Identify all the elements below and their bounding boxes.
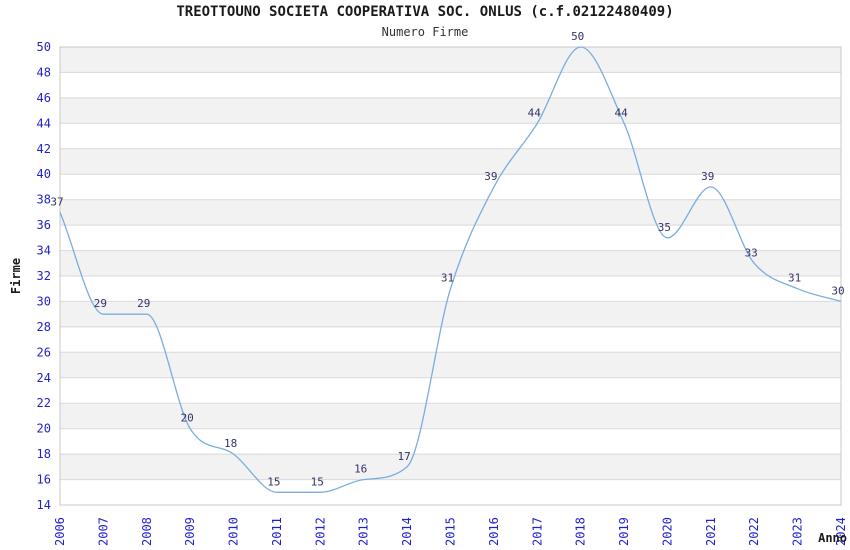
plot-band <box>60 301 841 327</box>
y-tick-label: 18 <box>37 447 51 461</box>
point-label: 44 <box>528 106 542 119</box>
x-tick-label: 2011 <box>270 517 284 546</box>
x-tick-label: 2016 <box>487 517 501 546</box>
x-tick-label: 2014 <box>400 517 414 546</box>
plot-band <box>60 377 841 404</box>
point-label: 29 <box>137 297 150 310</box>
y-tick-label: 40 <box>37 167 51 181</box>
point-label: 50 <box>571 30 584 43</box>
x-tick-label: 2022 <box>747 517 761 546</box>
y-tick-label: 36 <box>37 218 51 232</box>
y-tick-label: 42 <box>37 142 51 156</box>
y-tick-label: 50 <box>37 40 51 54</box>
point-label: 37 <box>50 195 63 208</box>
y-tick-label: 38 <box>37 193 51 207</box>
point-label: 33 <box>745 246 758 259</box>
plot-band <box>60 97 841 124</box>
y-tick-label: 34 <box>37 244 51 258</box>
y-tick-label: 32 <box>37 269 51 283</box>
point-label: 31 <box>788 272 801 285</box>
chart-title: TREOTTOUNO SOCIETA COOPERATIVA SOC. ONLU… <box>176 4 674 20</box>
plot-band <box>60 250 841 276</box>
plot-band <box>60 47 841 73</box>
x-axis-title: Anno <box>818 531 847 545</box>
point-label: 16 <box>354 463 367 476</box>
y-tick-label: 28 <box>37 320 51 334</box>
x-tick-label: 2007 <box>96 517 110 546</box>
y-tick-label: 26 <box>37 345 51 359</box>
point-label: 18 <box>224 437 237 450</box>
x-tick-label: 2021 <box>704 517 718 546</box>
plot-band <box>60 123 841 149</box>
y-tick-label: 44 <box>37 116 51 130</box>
point-label: 44 <box>614 106 628 119</box>
point-label: 29 <box>94 297 107 310</box>
y-tick-label: 16 <box>37 473 51 487</box>
x-tick-label: 2010 <box>227 517 241 546</box>
x-tick-label: 2018 <box>574 517 588 546</box>
y-tick-label: 20 <box>37 422 51 436</box>
point-label: 39 <box>484 170 497 183</box>
y-axis-title: Firme <box>9 258 23 294</box>
x-tick-label: 2015 <box>444 517 458 546</box>
plot-band <box>60 403 841 429</box>
plot-band <box>60 479 841 505</box>
point-label: 31 <box>441 272 454 285</box>
y-tick-label: 14 <box>37 498 51 512</box>
plot-band <box>60 225 841 251</box>
x-tick-label: 2008 <box>140 517 154 546</box>
series-line <box>59 46 842 493</box>
chart-subtitle: Numero Firme <box>381 25 469 39</box>
plot-band <box>60 148 841 175</box>
y-tick-label: 46 <box>37 91 51 105</box>
x-tick-label: 2024 <box>834 517 848 546</box>
plot-band <box>60 199 841 226</box>
plot-border <box>59 46 842 506</box>
x-tick-label: 2017 <box>530 517 544 546</box>
plot-band <box>60 428 841 455</box>
x-tick-label: 2009 <box>183 517 197 546</box>
point-label: 30 <box>831 284 844 297</box>
x-tick-label: 2012 <box>313 517 327 546</box>
plot-band <box>60 326 841 353</box>
x-tick-label: 2020 <box>660 517 674 546</box>
x-tick-label: 2019 <box>617 517 631 546</box>
plot-band <box>60 352 841 378</box>
y-tick-label: 30 <box>37 294 51 308</box>
point-label: 20 <box>181 412 194 425</box>
x-tick-label: 2023 <box>791 517 805 546</box>
x-tick-label: 2013 <box>357 517 371 546</box>
plot-band <box>60 454 841 480</box>
point-label: 15 <box>311 475 324 488</box>
point-label: 35 <box>658 221 671 234</box>
point-label: 39 <box>701 170 714 183</box>
point-label: 17 <box>397 450 410 463</box>
x-tick-label: 2006 <box>53 517 67 546</box>
plot-band <box>60 174 841 200</box>
y-tick-label: 48 <box>37 65 51 79</box>
plot-band <box>60 72 841 98</box>
y-tick-label: 22 <box>37 396 51 410</box>
point-label: 15 <box>267 475 280 488</box>
y-tick-label: 24 <box>37 371 51 385</box>
